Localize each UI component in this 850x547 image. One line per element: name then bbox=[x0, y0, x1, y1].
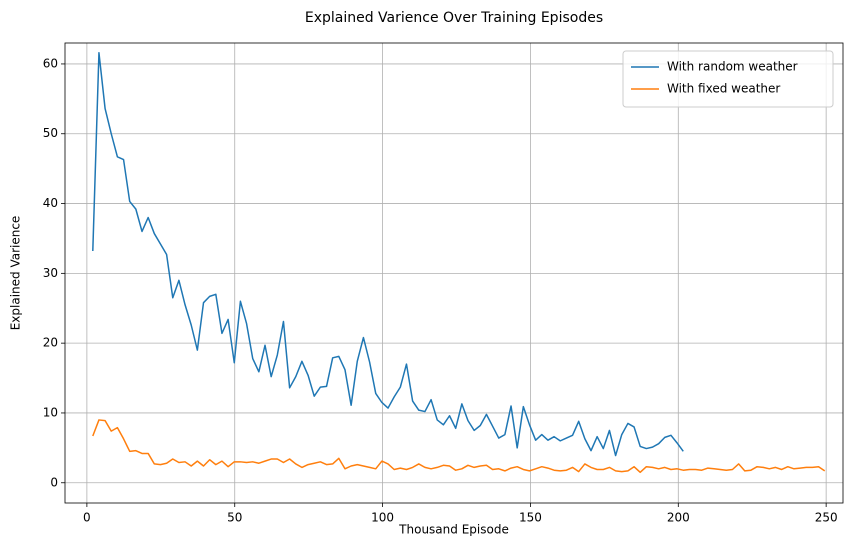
y-tick-label: 40 bbox=[43, 196, 58, 210]
x-tick-label: 100 bbox=[371, 511, 394, 525]
data-line bbox=[92, 419, 826, 474]
x-tick-label: 50 bbox=[227, 511, 242, 525]
x-tick-label: 150 bbox=[519, 511, 542, 525]
data-line bbox=[92, 52, 684, 457]
plot-frame bbox=[64, 42, 844, 504]
x-tick-label: 0 bbox=[83, 511, 91, 525]
x-axis-label: Thousand Episode bbox=[398, 523, 509, 537]
y-tick-label: 50 bbox=[43, 126, 58, 140]
legend-label: With random weather bbox=[667, 60, 798, 74]
y-tick-label: 10 bbox=[43, 405, 58, 419]
y-axis-label: Explained Varience bbox=[9, 216, 23, 331]
legend-label: With fixed weather bbox=[667, 82, 780, 96]
y-tick-label: 20 bbox=[43, 336, 58, 350]
y-tick-label: 60 bbox=[43, 56, 58, 70]
y-tick-label: 30 bbox=[43, 266, 58, 280]
legend: With random weather With fixed weather bbox=[622, 50, 834, 108]
chart-title: Explained Varience Over Training Episode… bbox=[305, 10, 603, 26]
legend-box bbox=[622, 50, 834, 108]
x-tick-label: 250 bbox=[815, 511, 838, 525]
x-tick-label: 200 bbox=[667, 511, 690, 525]
y-tick-label: 0 bbox=[50, 475, 58, 489]
